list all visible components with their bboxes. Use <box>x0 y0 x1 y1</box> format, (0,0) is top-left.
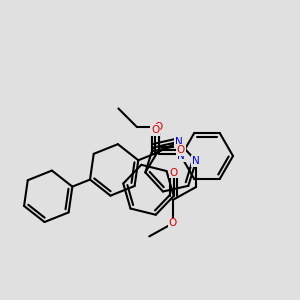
Text: O: O <box>154 122 163 132</box>
Text: N: N <box>192 156 200 166</box>
Text: N: N <box>177 151 185 161</box>
Text: O: O <box>169 168 178 178</box>
Text: O: O <box>177 145 185 155</box>
Text: O: O <box>169 218 177 228</box>
Text: N: N <box>175 137 182 147</box>
Text: O: O <box>151 125 159 135</box>
